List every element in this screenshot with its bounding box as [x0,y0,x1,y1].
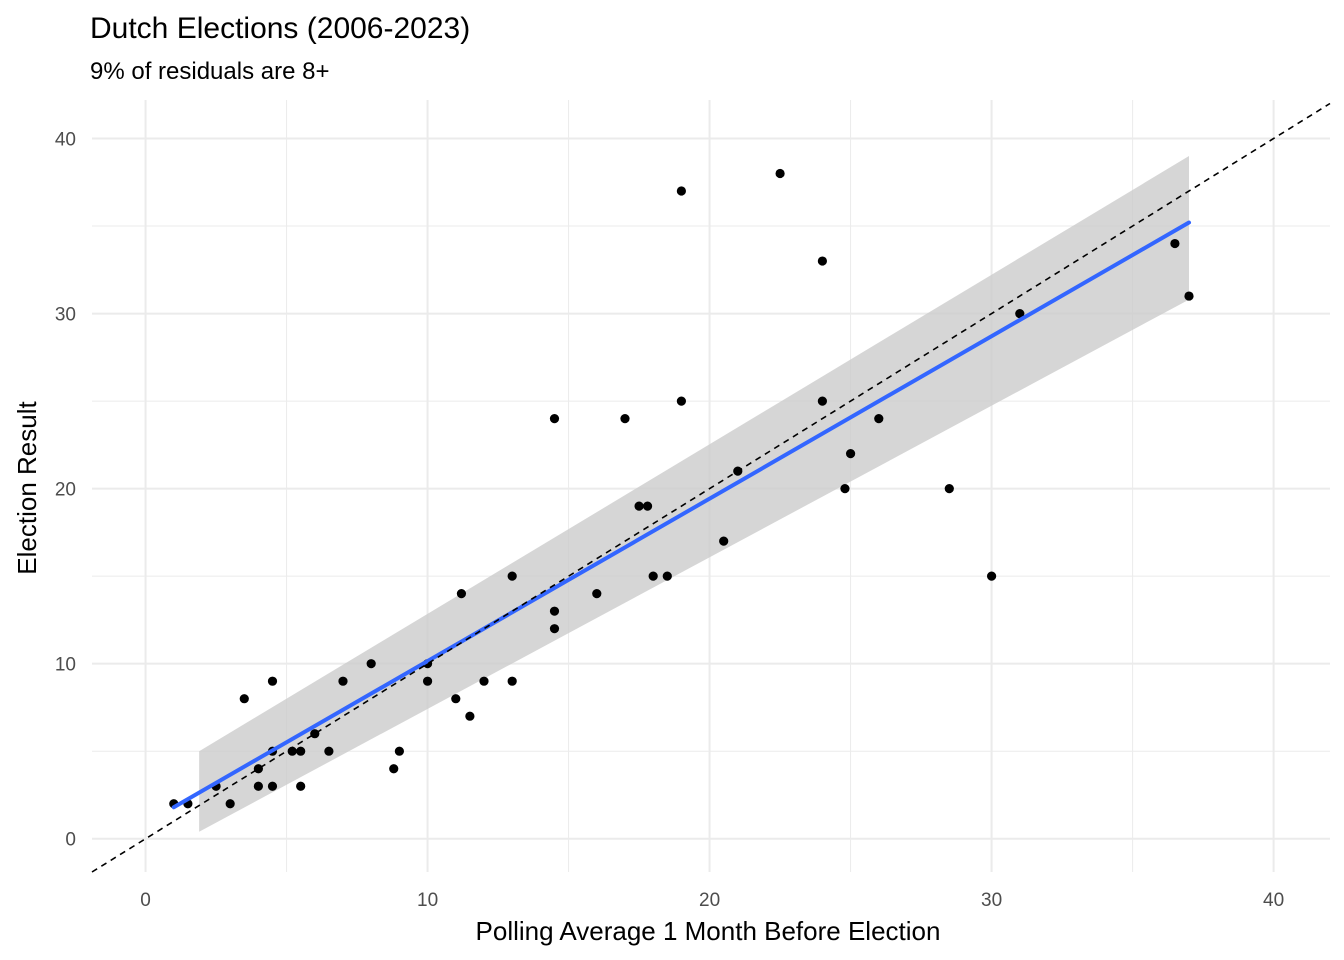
reference-line-group [91,102,1331,873]
data-point [324,746,334,756]
data-point [592,589,602,599]
data-point [1170,238,1180,249]
y-axis-title: Election Result [12,401,42,575]
x-tick-label: 40 [1263,890,1284,911]
data-point [479,676,489,686]
fit-line [171,220,1191,810]
data-point [775,168,785,179]
chart-title: Dutch Elections (2006-2023) [90,12,471,45]
data-point [366,659,376,669]
data-point [676,186,686,196]
confidence-band [199,156,1189,832]
y-tick-label: 30 [55,305,76,326]
x-tick-label: 30 [981,890,1002,911]
data-point [620,414,630,424]
x-tick-labels: 0 10 20 30 40 [140,890,1284,911]
fit-line-group [171,220,1191,810]
data-point [253,764,263,774]
data-point [549,606,560,616]
data-point [451,694,461,704]
data-point [676,396,686,406]
y-tick-labels: 0 10 20 30 40 [55,130,76,851]
data-point [389,764,399,774]
reference-line [91,102,1331,873]
data-point [817,256,827,266]
y-tick-label: 10 [55,655,76,676]
confidence-band-group [199,156,1189,832]
data-point [456,589,467,599]
data-point [422,676,433,686]
data-point [465,711,475,721]
data-point [840,484,850,494]
data-point [648,571,658,581]
chart-subtitle: 9% of residuals are 8+ [90,58,330,85]
data-point [944,484,954,494]
data-point [662,571,672,581]
data-point [874,414,884,424]
data-point [253,781,263,791]
data-point [549,624,560,634]
data-point [338,676,348,686]
x-axis-title: Polling Average 1 Month Before Election [476,916,941,946]
data-point [239,694,249,704]
data-point [296,746,306,756]
data-point [549,414,560,424]
data-point [1015,308,1025,319]
data-point [634,501,644,511]
data-point [507,571,517,581]
data-point [986,571,997,581]
data-point [719,536,729,546]
data-points [169,168,1194,809]
data-point [267,676,278,686]
data-point [845,449,856,459]
y-tick-label: 20 [55,480,76,501]
data-point [507,676,517,686]
x-tick-label: 0 [140,890,151,911]
data-point [296,781,306,791]
data-point [394,746,404,756]
y-tick-label: 0 [65,830,76,851]
data-point [267,781,278,791]
data-point [225,799,235,809]
x-tick-label: 20 [699,890,720,911]
data-point [642,501,653,511]
data-point [817,396,827,406]
y-tick-label: 40 [55,130,76,151]
x-tick-label: 10 [417,890,438,911]
data-point [1184,291,1194,301]
